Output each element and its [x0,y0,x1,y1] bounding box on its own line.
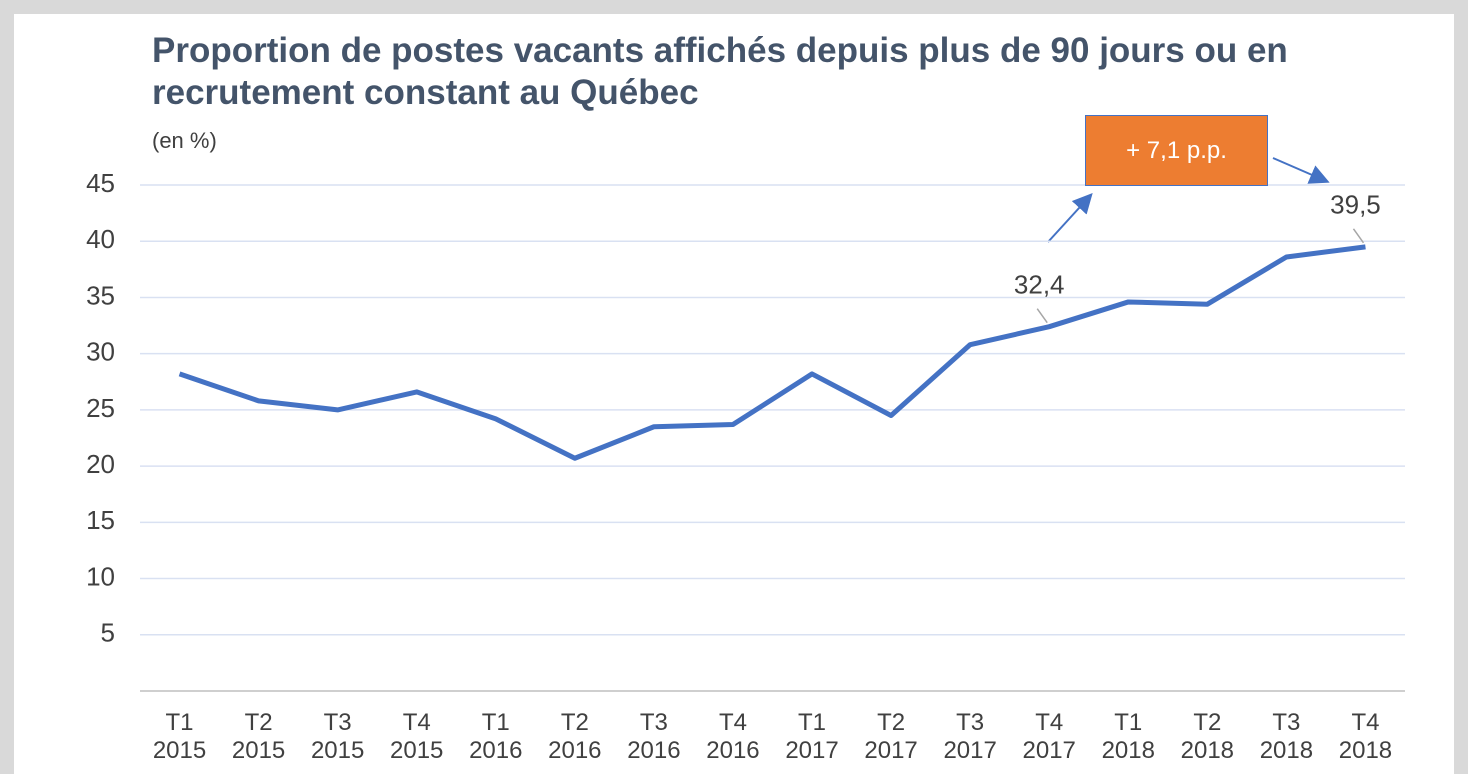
x-tick-label: T2 2018 [1180,709,1235,764]
y-tick-label: 30 [86,337,115,367]
x-tick-label: T3 2017 [943,709,997,764]
line [178,244,1366,461]
y-tick-label: 40 [86,224,115,254]
x-tick-label: T4 2017 [1022,709,1076,764]
x-tick-label: T1 2017 [785,709,839,764]
annotation: + 7,1 p.p. [1085,115,1268,186]
chart-title: Proportion de postes vacants affichés de… [152,31,1288,112]
y-tick-label: 5 [101,618,115,648]
x-tick-label: T1 2016 [469,709,523,764]
x-tick-label: T3 2015 [310,709,365,764]
leader-line [1352,228,1365,244]
y-tick-label: 25 [86,393,115,423]
x-tick-label: T4 2015 [390,709,444,764]
y-tick-label: 20 [86,449,115,479]
arrow [1272,157,1330,184]
x-tick-label: T3 2018 [1259,709,1314,764]
y-tick-label: 15 [86,505,115,535]
x-tick-label: T2 2017 [864,709,918,764]
x-tick-label: T2 2015 [231,709,286,764]
data-label: 32,4 [1014,270,1065,300]
x-tick-label: T4 2018 [1338,709,1393,764]
y-tick-label: 10 [86,561,115,591]
x-tick-label: T3 2016 [627,709,681,764]
y-tick-label: 35 [86,280,115,310]
x-tick-label: T4 2016 [706,709,760,764]
arrow [1047,193,1093,243]
chart-subtitle: (en %) [152,128,217,153]
leader-line [1036,308,1048,324]
x-tick-label: T1 2018 [1101,709,1155,764]
x-tick-label: T1 2015 [152,709,207,764]
x-tick-label: T2 2016 [548,709,602,764]
y-tick-label: 45 [86,168,115,198]
data-label: 39,5 [1330,190,1381,220]
